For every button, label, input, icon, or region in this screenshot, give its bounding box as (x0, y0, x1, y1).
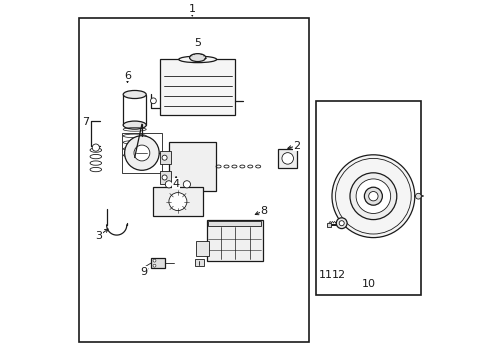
Circle shape (336, 218, 346, 229)
Circle shape (331, 155, 414, 238)
Circle shape (162, 155, 167, 160)
Text: 9: 9 (140, 267, 147, 277)
Text: 3: 3 (95, 231, 102, 241)
Circle shape (364, 187, 382, 205)
Ellipse shape (179, 56, 216, 63)
Circle shape (188, 191, 199, 202)
Circle shape (162, 175, 167, 180)
Text: 7: 7 (81, 117, 89, 127)
Text: 12: 12 (331, 270, 345, 280)
Circle shape (153, 264, 156, 267)
Circle shape (349, 173, 396, 220)
Circle shape (355, 179, 390, 213)
Bar (316, 101, 420, 295)
Bar (160, 151, 170, 164)
Circle shape (150, 98, 156, 104)
Circle shape (339, 221, 344, 226)
Circle shape (153, 259, 156, 262)
Bar (160, 59, 235, 115)
Circle shape (415, 193, 420, 199)
Bar (278, 149, 296, 168)
Ellipse shape (123, 90, 146, 99)
Circle shape (282, 153, 293, 164)
Text: 6: 6 (124, 71, 131, 81)
Circle shape (168, 193, 186, 211)
Circle shape (174, 191, 185, 202)
Circle shape (124, 136, 159, 170)
Text: 5: 5 (194, 38, 201, 48)
Circle shape (368, 192, 377, 201)
Bar (152, 187, 203, 216)
Text: 1: 1 (188, 4, 195, 14)
Bar (206, 220, 262, 261)
Bar (151, 258, 164, 268)
Text: 11: 11 (318, 270, 332, 280)
Ellipse shape (123, 121, 146, 129)
Circle shape (183, 181, 190, 188)
Bar (122, 133, 162, 173)
Circle shape (134, 145, 149, 161)
Circle shape (92, 144, 99, 151)
Text: 8: 8 (260, 206, 267, 216)
Ellipse shape (189, 54, 205, 62)
Bar (326, 223, 330, 227)
Bar (168, 142, 215, 191)
Text: 10: 10 (361, 279, 375, 289)
Text: 4: 4 (172, 179, 179, 189)
Bar (208, 221, 260, 226)
Circle shape (165, 181, 172, 188)
Bar (196, 241, 208, 256)
Bar (160, 171, 170, 184)
Bar (195, 259, 204, 266)
Bar (79, 18, 309, 342)
Text: 2: 2 (292, 141, 300, 151)
